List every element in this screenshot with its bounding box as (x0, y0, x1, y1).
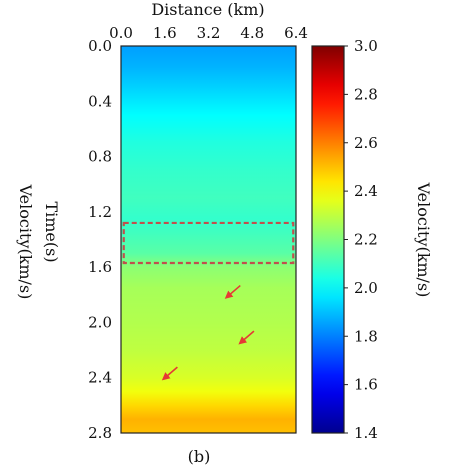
y-axis-outer-label: Velocity(km/s) (16, 184, 35, 300)
colorbar-ticks: 3.0 2.8 2.6 2.4 2.2 2.0 1.8 1.6 1.4 (344, 37, 378, 442)
velocity-field-fill (121, 46, 296, 433)
y-tick-label: 2.8 (88, 424, 112, 442)
x-tick-label: 6.4 (284, 24, 308, 42)
panel-label: (b) (188, 447, 211, 466)
arrow-annotation (161, 366, 178, 381)
y-axis-ticks: 0.0 0.4 0.8 1.2 1.6 2.0 2.4 2.8 (88, 37, 126, 442)
colorbar (311, 45, 345, 434)
y-tick-label: 0.0 (88, 37, 112, 55)
arrow-annotation (238, 330, 255, 345)
colorbar-tick-label: 1.4 (354, 424, 378, 442)
colorbar-tick-label: 2.6 (354, 134, 378, 152)
colorbar-tick-label: 3.0 (354, 37, 378, 55)
colorbar-label: Velocity(km/s) (414, 182, 433, 298)
annotations (122, 221, 295, 381)
plot-frame (120, 45, 297, 434)
y-axis-label: Time(s) (42, 201, 61, 262)
y-tick-label: 0.8 (88, 148, 112, 166)
y-tick-label: 1.2 (88, 203, 112, 221)
y-tick-label: 2.0 (88, 313, 112, 331)
colorbar-tick-label: 2.2 (354, 231, 378, 249)
x-axis-label: Distance (km) (151, 0, 264, 19)
arrow-annotation (224, 284, 241, 299)
x-tick-label: 1.6 (153, 24, 177, 42)
colorbar-tick-label: 1.6 (354, 376, 378, 394)
colorbar-tick-label: 1.8 (354, 327, 378, 345)
x-axis-ticks: 0.0 1.6 3.2 4.8 6.4 (109, 24, 308, 51)
velocity-field (121, 46, 296, 433)
x-tick-label: 4.8 (240, 24, 264, 42)
y-tick-label: 2.4 (88, 369, 112, 387)
colorbar-tick-label: 2.0 (354, 279, 378, 297)
x-tick-label: 0.0 (109, 24, 133, 42)
highlight-box (122, 221, 295, 265)
x-tick-label: 3.2 (197, 24, 221, 42)
colorbar-tick-label: 2.8 (354, 85, 378, 103)
y-tick-label: 1.6 (88, 258, 112, 276)
y-tick-label: 0.4 (88, 92, 112, 110)
colorbar-tick-label: 2.4 (354, 182, 378, 200)
